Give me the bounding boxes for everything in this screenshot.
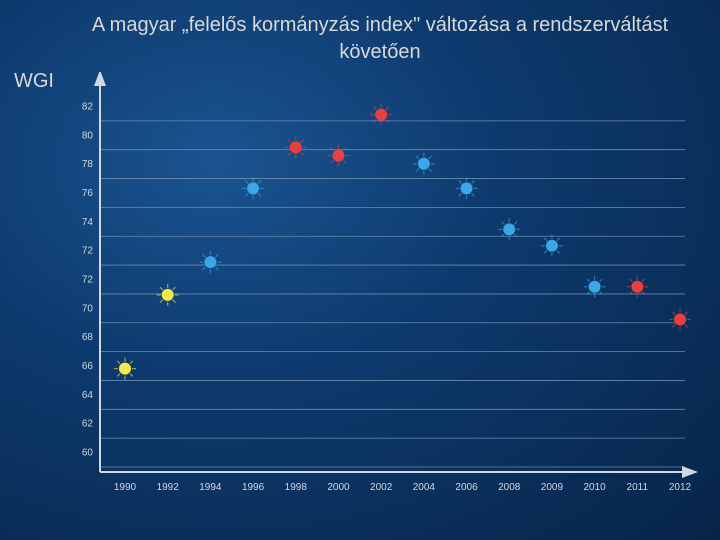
y-tick-label: 78 xyxy=(82,159,94,170)
x-tick-label: 1996 xyxy=(242,482,265,493)
x-tick-label: 2010 xyxy=(583,482,606,493)
x-tick-label: 2004 xyxy=(413,482,436,493)
data-point xyxy=(157,284,179,306)
data-point xyxy=(456,177,478,199)
data-point xyxy=(242,177,264,199)
y-tick-label: 74 xyxy=(82,217,94,228)
y-tick-label: 76 xyxy=(82,188,94,199)
y-tick-label: 72 xyxy=(82,275,94,286)
x-tick-label: 2011 xyxy=(627,482,649,493)
x-tick-label: 2012 xyxy=(669,482,692,493)
y-axis-label: WGI xyxy=(14,70,54,93)
data-point xyxy=(541,235,563,257)
data-point xyxy=(498,218,520,240)
x-tick-label: 2008 xyxy=(498,482,521,493)
y-tick-label: 66 xyxy=(82,361,94,372)
chart-title: A magyar „felelős kormányzás index" vált… xyxy=(60,12,700,66)
data-point xyxy=(669,308,691,330)
x-tick-label: 2000 xyxy=(327,482,350,493)
y-tick-label: 68 xyxy=(82,332,94,343)
data-point xyxy=(199,251,221,273)
y-tick-label: 64 xyxy=(82,390,94,401)
x-tick-label: 1994 xyxy=(199,482,222,493)
data-point xyxy=(285,136,307,158)
x-tick-label: 1998 xyxy=(285,482,308,493)
data-point xyxy=(413,153,435,175)
data-point xyxy=(370,104,392,126)
x-tick-label: 1990 xyxy=(114,482,137,493)
scatter-chart: 82 80 78 76 74 72 72 70 68 66 64 62 60 1990 1992 1994 1… xyxy=(80,72,700,502)
y-tick-label: 60 xyxy=(82,448,94,459)
data-point xyxy=(327,145,349,167)
x-tick-label: 2009 xyxy=(541,482,564,493)
y-tick-label: 70 xyxy=(82,303,94,314)
data-point xyxy=(114,358,136,380)
y-tick-label: 82 xyxy=(82,101,94,112)
y-tick-label: 62 xyxy=(82,419,94,430)
data-point xyxy=(584,276,606,298)
y-tick-label: 72 xyxy=(82,246,94,257)
y-axis-arrow xyxy=(94,72,106,86)
x-tick-label: 1992 xyxy=(157,482,180,493)
data-point xyxy=(626,276,648,298)
x-tick-label: 2002 xyxy=(370,482,393,493)
x-tick-label: 2006 xyxy=(455,482,478,493)
y-tick-label: 80 xyxy=(82,130,94,141)
x-axis-arrow xyxy=(682,466,698,478)
